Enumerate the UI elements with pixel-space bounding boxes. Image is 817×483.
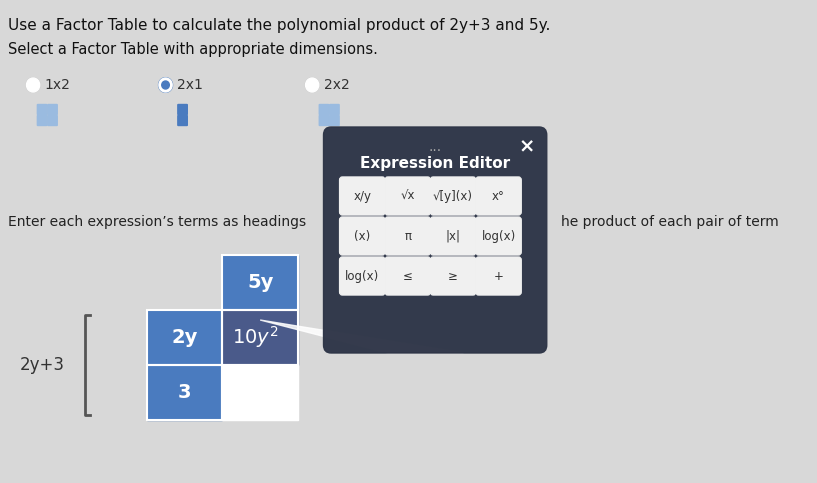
FancyBboxPatch shape [475,217,521,255]
FancyBboxPatch shape [38,115,47,126]
FancyBboxPatch shape [385,177,431,215]
FancyBboxPatch shape [324,127,547,353]
FancyBboxPatch shape [340,217,385,255]
FancyBboxPatch shape [146,310,222,365]
FancyBboxPatch shape [178,104,187,114]
FancyBboxPatch shape [385,217,431,255]
Text: 3: 3 [178,383,191,402]
FancyBboxPatch shape [38,104,47,114]
Text: he product of each pair of term: he product of each pair of term [561,215,779,229]
Text: 2y+3: 2y+3 [20,356,65,374]
Circle shape [162,81,169,89]
Text: 2y: 2y [172,328,198,347]
Text: +: + [493,270,503,283]
Text: ×: × [518,138,534,156]
Circle shape [306,78,319,92]
FancyBboxPatch shape [385,257,431,295]
FancyBboxPatch shape [330,115,339,126]
Text: √[y](x): √[y](x) [433,189,473,202]
FancyBboxPatch shape [475,177,521,215]
FancyBboxPatch shape [340,177,385,215]
Text: 2x1: 2x1 [177,78,203,92]
FancyBboxPatch shape [178,115,187,126]
FancyBboxPatch shape [475,257,521,295]
FancyBboxPatch shape [330,104,339,114]
Circle shape [26,78,40,92]
Text: (x): (x) [355,229,370,242]
Text: Enter each expression’s terms as headings: Enter each expression’s terms as heading… [7,215,306,229]
FancyBboxPatch shape [340,257,385,295]
Circle shape [159,78,172,92]
FancyBboxPatch shape [319,115,328,126]
FancyBboxPatch shape [47,115,57,126]
Text: 2x2: 2x2 [324,78,350,92]
Text: |x|: |x| [445,229,461,242]
Text: 1x2: 1x2 [44,78,70,92]
Text: log(x): log(x) [345,270,379,283]
Text: Select a Factor Table with appropriate dimensions.: Select a Factor Table with appropriate d… [7,42,377,57]
Text: x°: x° [492,189,505,202]
Text: Expression Editor: Expression Editor [360,156,510,170]
Text: log(x): log(x) [481,229,516,242]
Polygon shape [260,320,463,353]
Text: 5y: 5y [247,273,274,292]
FancyBboxPatch shape [222,310,298,365]
FancyBboxPatch shape [47,104,57,114]
Text: x/y: x/y [353,189,371,202]
FancyBboxPatch shape [319,104,328,114]
Text: √x: √x [400,189,415,202]
FancyBboxPatch shape [431,217,475,255]
Text: ...: ... [429,140,442,154]
Text: ≤: ≤ [403,270,413,283]
FancyBboxPatch shape [222,365,298,420]
Text: Use a Factor Table to calculate the polynomial product of 2y+3 and 5y.: Use a Factor Table to calculate the poly… [7,18,550,33]
Text: $10y^2$: $10y^2$ [232,325,279,351]
FancyBboxPatch shape [431,257,475,295]
FancyBboxPatch shape [222,255,298,310]
FancyBboxPatch shape [431,177,475,215]
Text: π: π [404,229,411,242]
FancyBboxPatch shape [146,365,222,420]
Text: ≥: ≥ [449,270,458,283]
